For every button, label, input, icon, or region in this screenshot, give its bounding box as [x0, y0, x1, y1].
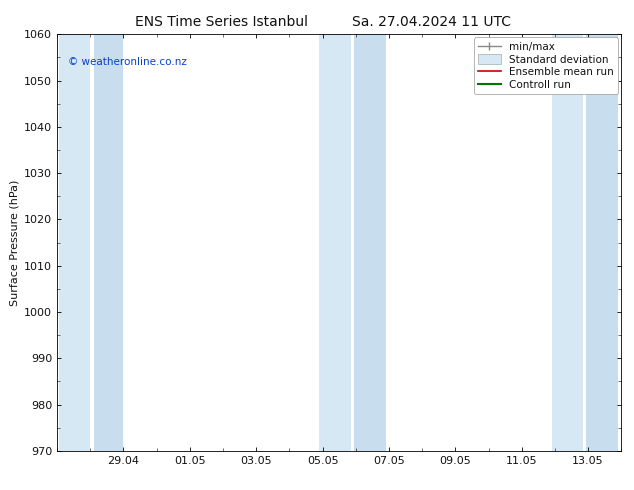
Bar — [354, 34, 385, 451]
Bar — [94, 34, 124, 451]
Y-axis label: Surface Pressure (hPa): Surface Pressure (hPa) — [10, 179, 20, 306]
Bar — [552, 34, 583, 451]
Bar — [320, 34, 351, 451]
Text: © weatheronline.co.nz: © weatheronline.co.nz — [68, 57, 187, 67]
Bar — [586, 34, 618, 451]
Bar — [59, 34, 90, 451]
Text: Sa. 27.04.2024 11 UTC: Sa. 27.04.2024 11 UTC — [352, 15, 510, 29]
Text: ENS Time Series Istanbul: ENS Time Series Istanbul — [136, 15, 308, 29]
Legend: min/max, Standard deviation, Ensemble mean run, Controll run: min/max, Standard deviation, Ensemble me… — [474, 37, 618, 95]
